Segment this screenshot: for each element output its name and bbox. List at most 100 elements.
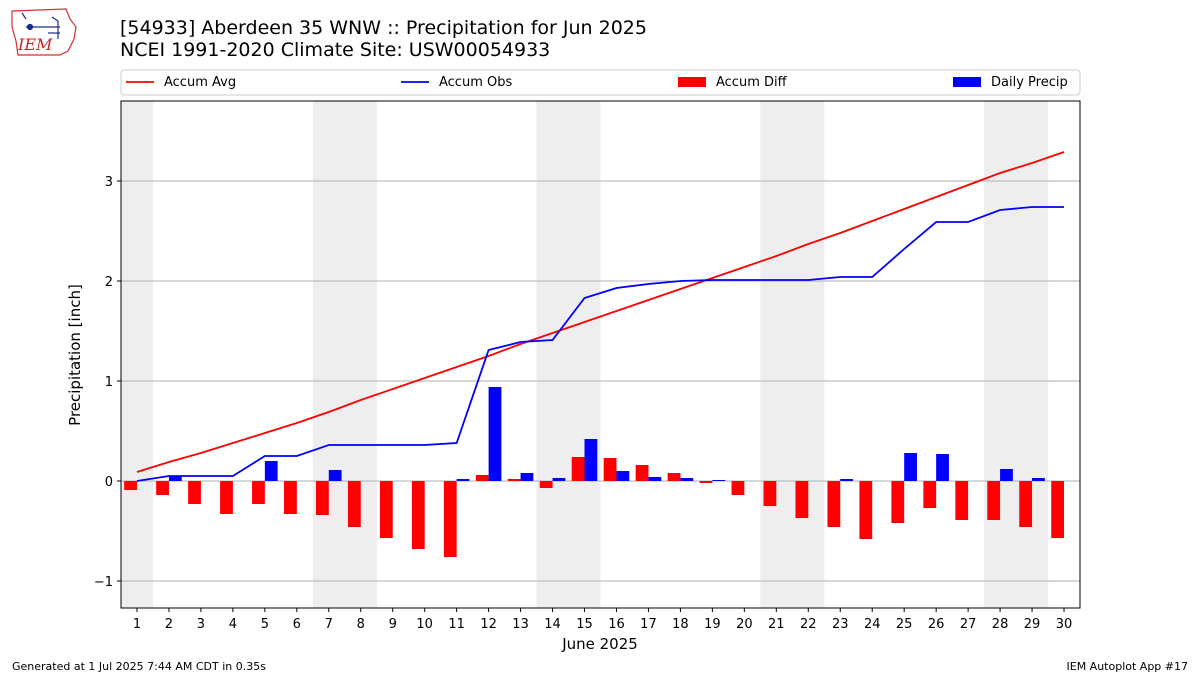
x-axis-ticks: 1 2 3 4 5 6 7 8 9 10 11 12 13 14 15 16 17 18 19 20 21 22 23 24 2… <box>133 608 1072 632</box>
weekend-shading-layer <box>121 101 1049 608</box>
weekend-band <box>121 101 153 608</box>
line-accum-avg <box>136 151 1065 473</box>
legend: Accum Avg Accum Obs Accum Diff Daily Precip <box>120 69 1081 96</box>
legend-box <box>120 69 1081 96</box>
bar-daily-precip <box>1000 469 1013 481</box>
bar-daily-precip <box>1032 478 1045 481</box>
x-tick-label: 22 <box>800 617 817 632</box>
legend-label: Daily Precip <box>991 75 1068 90</box>
weekend-band <box>760 101 825 608</box>
weekend-band <box>312 101 377 608</box>
bar-daily-precip <box>680 478 694 481</box>
bar-accum-diff <box>156 481 169 495</box>
x-tick-label: 25 <box>896 617 913 632</box>
weekend-band <box>984 101 1049 608</box>
legend-label: Accum Avg <box>164 75 236 90</box>
x-tick-label: 6 <box>293 617 301 632</box>
bar-daily-precip <box>168 476 182 481</box>
bar-daily-precip <box>456 479 470 481</box>
bar-accum-diff <box>1019 481 1033 527</box>
legend-swatch <box>953 77 981 87</box>
y-tick-label: 3 <box>105 175 113 190</box>
bar-daily-precip <box>328 470 342 481</box>
x-tick-label: 5 <box>261 617 269 632</box>
bar-accum-diff <box>1051 481 1065 538</box>
bar-daily-precip <box>936 454 949 481</box>
legend-swatch <box>678 77 706 87</box>
footer-app: IEM Autoplot App #17 <box>1066 660 1189 673</box>
y-tick-label: 2 <box>105 275 113 290</box>
bar-accum-diff <box>124 481 137 490</box>
logo-text: IEM <box>17 35 53 54</box>
bar-accum-diff <box>923 481 937 508</box>
y-axis-label: Precipitation [inch] <box>66 284 84 426</box>
legend-label: Accum Diff <box>716 75 788 90</box>
x-tick-label: 27 <box>960 617 977 632</box>
x-tick-label: 4 <box>229 617 237 632</box>
bar-accum-diff <box>987 481 1001 520</box>
y-tick-label: −1 <box>94 575 113 590</box>
bar-daily-precip <box>904 453 917 481</box>
lines-layer <box>136 151 1065 482</box>
bar-accum-diff <box>635 465 649 481</box>
bar-accum-diff <box>699 481 713 483</box>
bar-daily-precip <box>648 477 662 481</box>
x-tick-label: 9 <box>389 617 397 632</box>
x-tick-label: 11 <box>448 617 465 632</box>
bar-accum-diff <box>667 473 681 481</box>
line-accum-obs <box>136 206 1065 482</box>
x-tick-label: 15 <box>576 617 593 632</box>
x-tick-label: 14 <box>544 617 561 632</box>
footer-generated: Generated at 1 Jul 2025 7:44 AM CDT in 0… <box>12 660 266 673</box>
x-tick-label: 24 <box>864 617 881 632</box>
plot-frame <box>120 100 1081 609</box>
bar-accum-diff <box>795 481 809 518</box>
x-tick-label: 16 <box>608 617 625 632</box>
x-tick-label: 28 <box>992 617 1009 632</box>
x-tick-label: 13 <box>512 617 529 632</box>
x-tick-label: 1 <box>133 617 141 632</box>
bar-accum-diff <box>955 481 969 520</box>
y-tick-label: 1 <box>105 375 113 390</box>
bar-daily-precip <box>584 439 598 481</box>
x-tick-label: 7 <box>325 617 333 632</box>
weekend-band <box>536 101 601 608</box>
x-tick-label: 17 <box>640 617 657 632</box>
x-tick-label: 3 <box>197 617 205 632</box>
gridlines-layer <box>121 180 1080 582</box>
bar-accum-diff <box>411 481 425 549</box>
bar-accum-diff <box>571 457 585 481</box>
bar-accum-diff <box>731 481 745 495</box>
bar-daily-precip <box>616 471 630 481</box>
bar-accum-diff <box>827 481 841 527</box>
x-tick-label: 21 <box>768 617 785 632</box>
bar-accum-diff <box>347 481 361 527</box>
bar-daily-precip <box>488 387 502 481</box>
bar-accum-diff <box>443 481 457 557</box>
bar-accum-diff <box>379 481 393 538</box>
x-tick-label: 10 <box>416 617 433 632</box>
bar-daily-precip <box>520 473 534 481</box>
x-tick-label: 2 <box>165 617 173 632</box>
bar-accum-diff <box>507 479 521 481</box>
x-tick-label: 19 <box>704 617 721 632</box>
x-tick-label: 20 <box>736 617 753 632</box>
bar-daily-precip <box>712 480 726 481</box>
bar-accum-diff <box>539 481 553 488</box>
y-tick-label: 0 <box>105 475 113 490</box>
bar-accum-diff <box>859 481 873 539</box>
bar-accum-diff <box>475 475 489 481</box>
x-tick-label: 8 <box>357 617 365 632</box>
x-tick-label: 23 <box>832 617 849 632</box>
bar-accum-diff <box>284 481 297 514</box>
x-tick-label: 18 <box>672 617 689 632</box>
bar-daily-precip <box>840 479 854 481</box>
bar-daily-precip <box>264 461 278 481</box>
x-tick-label: 29 <box>1024 617 1041 632</box>
chart-title: [54933] Aberdeen 35 WNW :: Precipitation… <box>120 17 647 39</box>
weather-station-icon <box>21 12 60 39</box>
bar-accum-diff <box>315 481 329 515</box>
x-tick-label: 26 <box>928 617 945 632</box>
legend-label: Accum Obs <box>439 75 512 90</box>
